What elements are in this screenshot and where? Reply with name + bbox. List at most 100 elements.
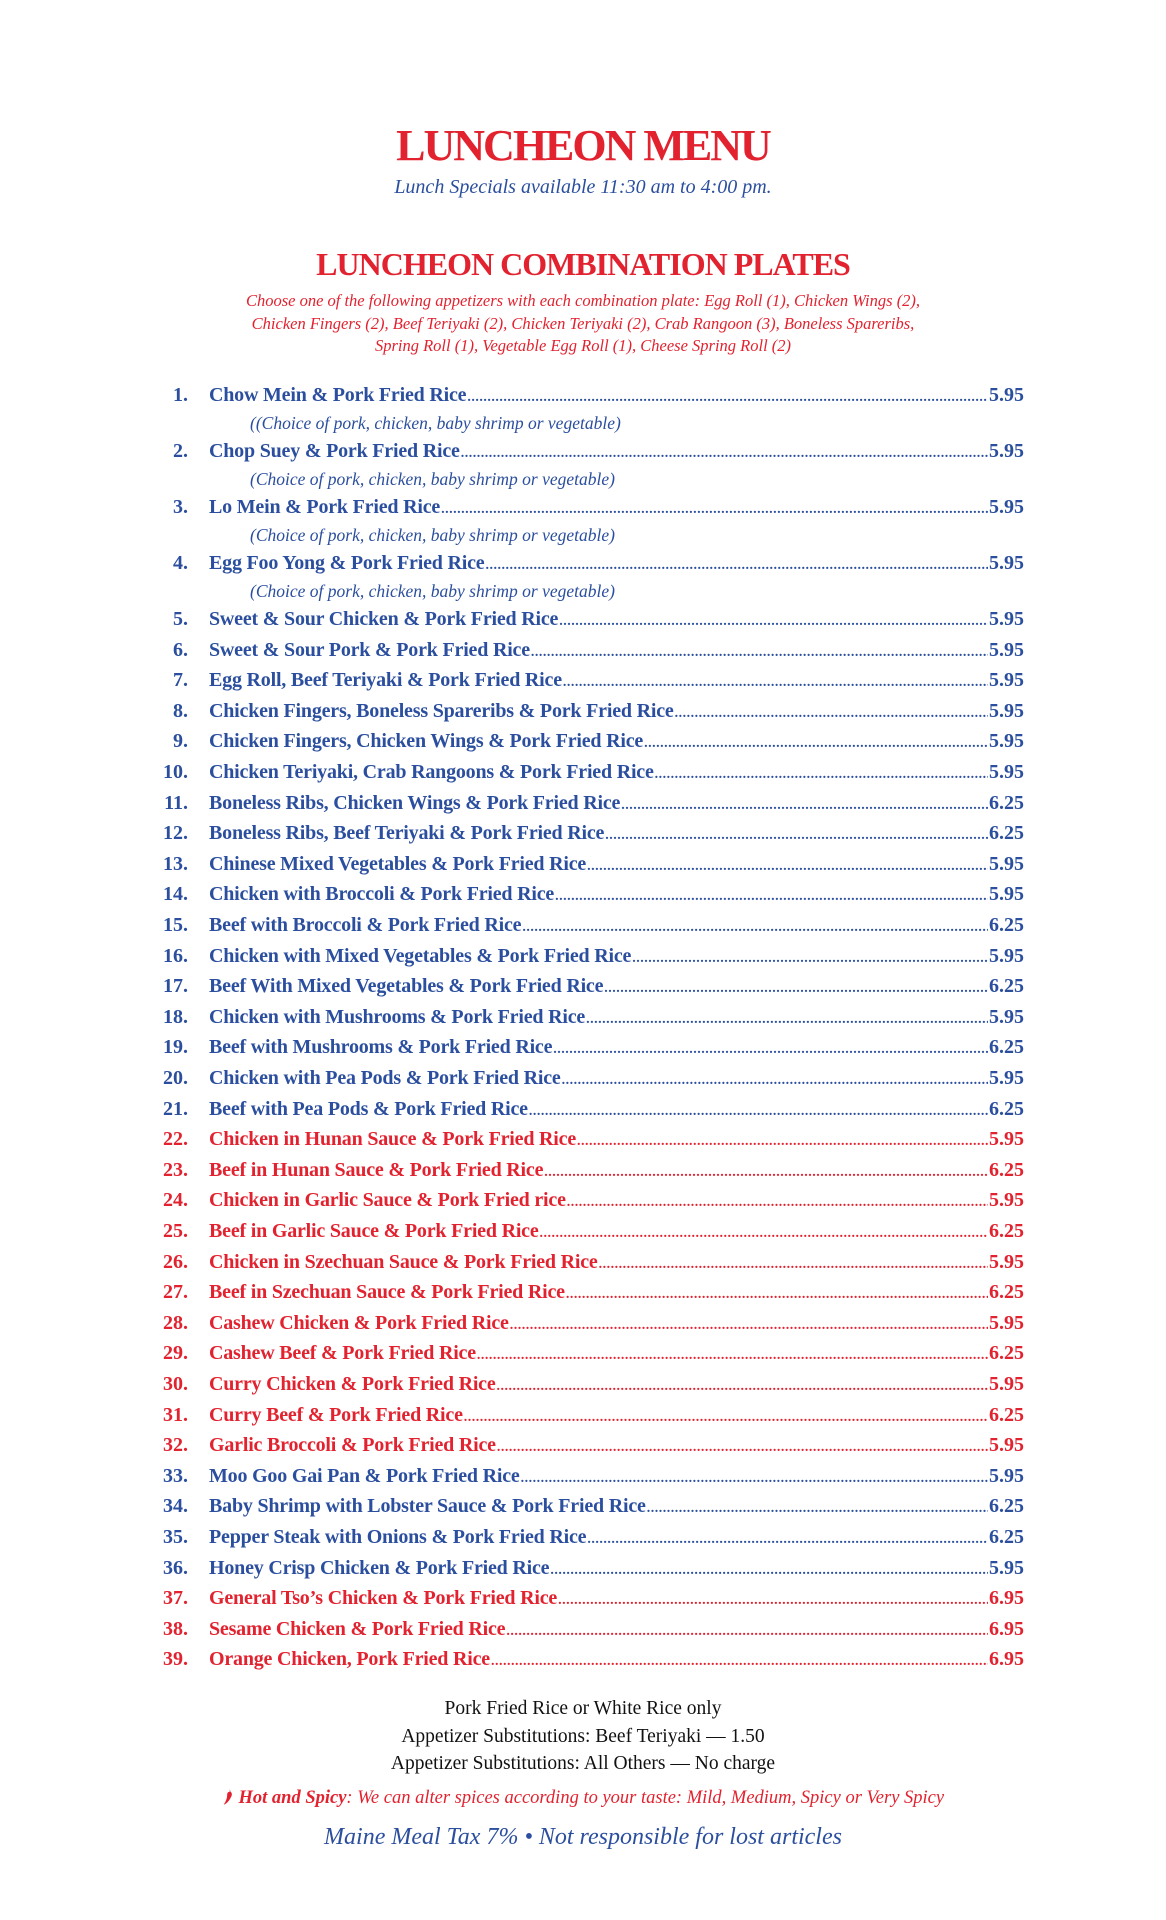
item-price: 5.95	[989, 852, 1024, 875]
hot-label: Hot and Spicy	[238, 1788, 347, 1808]
hot-and-spicy-note: Hot and Spicy: We can alter spices accor…	[0, 1788, 1166, 1809]
item-price: 5.95	[989, 1434, 1024, 1457]
menu-item: 25. Beef in Garlic Sauce & Pork Fried Ric…	[120, 1217, 1024, 1245]
item-name: Garlic Broccoli & Pork Fried Rice	[209, 1434, 496, 1457]
item-note: ((Choice of pork, chicken, baby shrimp o…	[250, 413, 621, 433]
item-price: 5.95	[989, 638, 1024, 661]
item-name: Baby Shrimp with Lobster Sauce & Pork Fr…	[209, 1495, 646, 1518]
dot-leader: ........................................…	[441, 502, 988, 517]
dot-leader: ........................................…	[605, 828, 988, 844]
menu-item: 11. Boneless Ribs, Chicken Wings & Pork F…	[120, 789, 1024, 817]
item-name: Curry Chicken & Pork Fried Rice	[209, 1373, 496, 1395]
dot-leader: ........................................…	[485, 558, 988, 573]
item-name: Chinese Mixed Vegetables & Pork Fried Ri…	[209, 852, 587, 875]
item-name: Beef with Broccoli & Pork Fried Rice	[209, 914, 522, 936]
item-price: 6.25	[989, 1526, 1024, 1548]
menu-item: 8. Chicken Fingers, Boneless Spareribs & …	[120, 697, 1024, 725]
item-number: 5.	[173, 608, 188, 630]
appetizer-line: Choose one of the following appetizers w…	[245, 291, 921, 310]
item-price: 6.25	[989, 1281, 1024, 1304]
item-name: Lo Mein & Pork Fried Rice	[209, 496, 441, 518]
dot-leader: ........................................…	[550, 1562, 988, 1578]
menu-item: 35. Pepper Steak with Onions & Pork Fried…	[120, 1523, 1024, 1551]
dot-leader: ........................................…	[476, 1348, 988, 1364]
footer-line: Appetizer Substitutions: All Others — No…	[390, 1753, 776, 1774]
dot-leader: ........................................…	[654, 767, 988, 782]
item-number: 3.	[173, 496, 188, 518]
dot-leader: ........................................…	[646, 1501, 988, 1517]
item-name: Chicken with Broccoli & Pork Fried Rice	[209, 883, 555, 906]
dot-leader: ........................................…	[674, 705, 988, 721]
item-number: 31.	[163, 1403, 188, 1426]
item-price: 6.25	[989, 1403, 1024, 1426]
menu-item: 23. Beef in Hunan Sauce & Pork Fried Rice…	[120, 1156, 1024, 1184]
item-number: 35.	[163, 1526, 188, 1548]
menu-item: 20. Chicken with Pea Pods & Pork Fried Ri…	[120, 1064, 1024, 1092]
item-price: 5.95	[989, 944, 1024, 967]
footer-line: Pork Fried Rice or White Rice only	[444, 1698, 722, 1719]
item-price: 6.25	[989, 1036, 1024, 1059]
hot-text: : We can alter spices according to your …	[346, 1788, 945, 1808]
item-price: 5.95	[989, 883, 1024, 906]
item-price: 5.95	[989, 1067, 1024, 1089]
item-price: 6.95	[989, 1648, 1024, 1671]
item-price: 6.25	[989, 791, 1024, 814]
item-name: Sweet & Sour Pork & Pork Fried Rice	[209, 638, 530, 661]
dot-leader: ........................................…	[509, 1317, 988, 1333]
menu-item: 18. Chicken with Mushrooms & Pork Fried R…	[120, 1003, 1024, 1031]
dot-leader: ........................................…	[496, 1440, 988, 1456]
dot-leader: ........................................…	[553, 1042, 988, 1058]
item-price: 6.25	[989, 975, 1024, 998]
item-price: 5.95	[989, 1005, 1024, 1028]
menu-item: 32. Garlic Broccoli & Pork Fried Rice....…	[120, 1431, 1024, 1459]
menu-item: 16. Chicken with Mixed Vegetables & Pork …	[120, 942, 1024, 970]
item-price: 6.95	[989, 1617, 1024, 1640]
dot-leader: ........................................…	[577, 1134, 988, 1150]
item-name: Moo Goo Gai Pan & Pork Fried Rice	[209, 1464, 520, 1487]
item-name: Chicken in Garlic Sauce & Pork Fried ric…	[209, 1189, 566, 1212]
item-number: 19.	[163, 1036, 188, 1059]
item-name: Chicken with Pea Pods & Pork Fried Rice	[209, 1067, 561, 1089]
dot-leader: ........................................…	[463, 1409, 988, 1425]
dot-leader: ........................................…	[566, 1195, 988, 1211]
menu-item: 10. Chicken Teriyaki, Crab Rangoons & Por…	[120, 758, 1024, 786]
item-number: 15.	[163, 914, 188, 936]
dot-leader: ........................................…	[604, 981, 988, 997]
item-number: 36.	[163, 1556, 188, 1579]
item-number: 4.	[173, 552, 188, 574]
dot-leader: ........................................…	[598, 1256, 988, 1272]
menu-item: 33. Moo Goo Gai Pan & Pork Fried Rice....…	[120, 1462, 1024, 1490]
dot-leader: ........................................…	[544, 1164, 988, 1180]
page-title: LUNCHEON MENU	[396, 121, 772, 170]
menu-item: 5. Sweet & Sour Chicken & Pork Fried Rice…	[120, 605, 1024, 633]
item-price: 5.95	[989, 384, 1024, 406]
item-name: Beef With Mixed Vegetables & Pork Fried …	[209, 975, 604, 998]
dot-leader: ........................................…	[558, 1593, 988, 1609]
menu-item: 6. Sweet & Sour Pork & Pork Fried Rice...…	[120, 636, 1024, 664]
menu-item: 29. Cashew Beef & Pork Fried Rice........…	[120, 1339, 1024, 1367]
menu-item: 22. Chicken in Hunan Sauce & Pork Fried R…	[120, 1125, 1024, 1153]
item-number: 20.	[163, 1067, 188, 1089]
item-number: 33.	[163, 1464, 188, 1487]
menu-item: 26. Chicken in Szechuan Sauce & Pork Frie…	[120, 1248, 1024, 1276]
item-name: Egg Roll, Beef Teriyaki & Pork Fried Ric…	[209, 669, 562, 692]
dot-leader: ........................................…	[530, 644, 988, 660]
item-name: Honey Crisp Chicken & Pork Fried Rice	[209, 1556, 550, 1579]
menu-item: 19. Beef with Mushrooms & Pork Fried Rice…	[120, 1033, 1024, 1061]
item-price: 5.95	[989, 1250, 1024, 1273]
item-price: 5.95	[989, 699, 1024, 722]
dot-leader: ........................................…	[496, 1379, 988, 1394]
item-name: Beef with Pea Pods & Pork Fried Rice	[209, 1097, 528, 1120]
dot-leader: ........................................…	[528, 1103, 988, 1119]
dot-leader: ........................................…	[632, 950, 988, 966]
menu-item: 30. Curry Chicken & Pork Fried Rice......…	[120, 1370, 1024, 1398]
item-price: 6.25	[989, 1097, 1024, 1120]
dot-leader: ........................................…	[587, 858, 988, 874]
item-price: 5.95	[989, 730, 1024, 753]
item-number: 24.	[163, 1189, 188, 1212]
item-number: 14.	[163, 883, 188, 906]
menu-item: 36. Honey Crisp Chicken & Pork Fried Rice…	[120, 1554, 1024, 1582]
item-name: Cashew Beef & Pork Fried Rice	[209, 1342, 476, 1365]
item-number: 34.	[163, 1495, 188, 1518]
item-name: Boneless Ribs, Chicken Wings & Pork Frie…	[209, 791, 621, 814]
